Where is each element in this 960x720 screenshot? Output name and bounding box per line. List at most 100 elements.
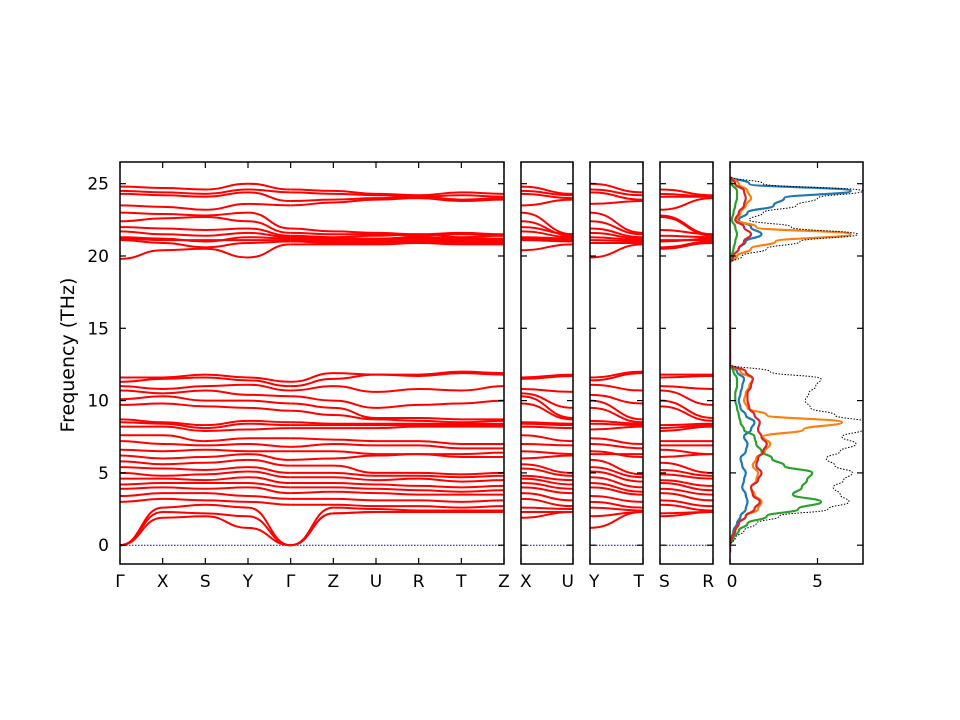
y-tick-label-3: 15 [87,319,109,339]
band-line-2-26-0 [590,466,643,479]
band-line-2-31-0 [590,495,643,503]
band-line-0-21-0 [120,434,291,443]
y-tick-labels: 0 5 10 15 20 25 [87,175,109,557]
band-line-0-30-1 [290,490,504,496]
band-line-2-15-0 [590,393,643,405]
band-line-2-27-0 [590,470,643,483]
band-line-2-30-0 [590,486,643,496]
band-line-1-1-0 [521,189,573,197]
band-line-1-32-0 [521,497,573,508]
band-line-1-22-0 [521,442,573,447]
band-line-1-21-0 [521,434,573,443]
band-line-3-5-0 [660,215,713,237]
band-line-2-18-0 [590,419,643,425]
bands-0 [120,182,504,547]
band-line-1-28-0 [521,477,573,486]
band-line-3-29-0 [660,482,713,492]
band-line-0-28-0 [120,476,291,485]
band-line-0-25-0 [120,458,291,467]
band-line-0-11-0 [120,243,291,260]
band-panel-frame-1 [520,161,574,565]
band-line-0-3-1 [290,197,504,207]
band-line-1-17-0 [521,402,573,421]
band-line-1-13-0 [521,375,573,380]
band-line-0-25-1 [290,464,504,476]
band-line-0-8-1 [290,237,504,242]
band-line-2-32-0 [590,500,643,509]
band-line-3-25-0 [660,461,713,474]
high-symmetry-label-0-0: Γ [115,572,125,592]
band-line-2-4-0 [590,211,643,234]
band-panel-frame-0 [119,161,505,565]
band-line-2-0-0 [590,182,643,194]
band-line-3-10-0 [660,240,713,249]
band-line-0-7-1 [290,236,504,240]
band-line-1-26-0 [521,467,573,477]
band-line-2-12-0 [590,370,643,379]
band-line-1-15-0 [521,392,573,409]
y-tick-label-1: 5 [98,464,109,484]
band-line-0-23-0 [120,448,291,453]
band-line-1-3-0 [521,198,573,207]
band-line-3-16-0 [660,399,713,419]
band-line-0-34-0 [120,510,291,547]
high-symmetry-label-0-9: Z [498,572,510,592]
band-line-0-13-1 [290,372,504,388]
band-line-0-7-0 [120,230,291,239]
y-axis-label: Frequency (THz) [57,278,79,433]
band-line-1-5-0 [521,220,573,237]
band-line-0-2-1 [290,195,504,203]
band-line-0-14-0 [120,383,291,392]
band-line-0-0-1 [290,188,504,197]
band-line-0-24-1 [290,451,504,461]
band-line-2-9-0 [590,239,643,243]
band-line-2-29-0 [590,482,643,493]
band-line-0-16-0 [120,395,291,405]
band-line-0-16-1 [290,402,504,421]
dos-x-tick-label-1: 5 [812,572,823,592]
band-line-1-11-0 [521,243,573,252]
y-tick-label-4: 20 [87,247,109,267]
band-line-2-11-0 [590,243,643,259]
band-line-0-28-1 [290,482,504,489]
high-symmetry-label-0-7: R [413,572,425,592]
band-line-0-33-1 [290,506,504,547]
band-line-0-22-0 [120,440,291,448]
partial-dos-line-1 [730,176,852,553]
bands-1 [521,185,573,519]
band-line-3-26-0 [660,469,713,477]
band-line-0-14-1 [290,385,504,393]
band-line-3-18-0 [660,422,713,427]
high-symmetry-label-3-0: S [659,572,670,592]
y-tick-label-5: 25 [87,175,109,195]
band-line-0-13-0 [120,376,291,388]
band-line-1-9-0 [521,237,573,242]
total-dos-line [730,175,863,553]
band-line-3-30-0 [660,487,713,496]
band-line-1-27-0 [521,474,573,482]
band-line-3-11-0 [660,241,713,250]
band-line-3-31-0 [660,492,713,502]
band-line-0-12-0 [120,373,291,383]
band-line-0-4-0 [120,211,291,230]
band-line-1-30-0 [521,486,573,495]
high-symmetry-label-0-5: Z [328,572,340,592]
band-line-1-31-0 [521,492,573,502]
band-line-3-0-0 [660,188,713,197]
dos-curves [730,175,863,553]
band-line-3-33-0 [660,503,713,512]
band-line-2-25-0 [590,458,643,476]
band-line-2-35-0 [590,510,643,529]
band-line-0-10-0 [120,239,291,249]
high-symmetry-label-1-0: X [520,572,532,592]
band-line-3-32-0 [660,499,713,508]
band-line-0-35-1 [290,510,504,547]
high-symmetry-label-0-6: U [370,572,382,592]
band-line-0-18-1 [290,421,504,425]
band-line-1-29-0 [521,482,573,490]
